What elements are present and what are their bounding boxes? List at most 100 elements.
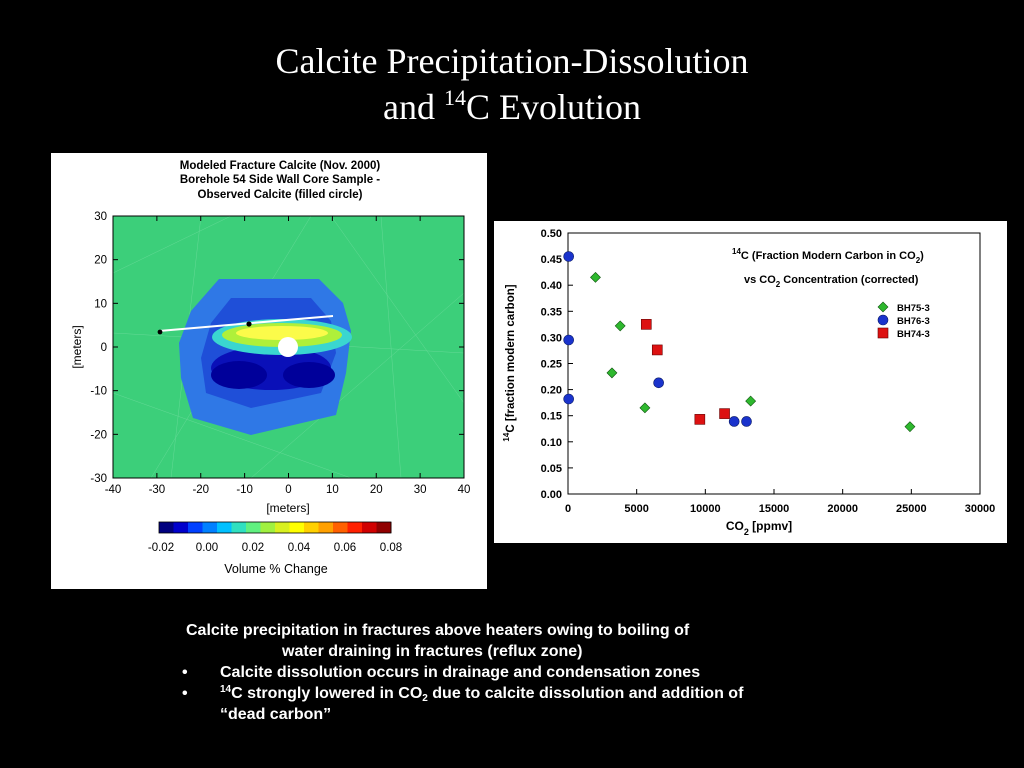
bullet-item-2-sup: 14 bbox=[220, 684, 232, 695]
contour-x-tick-label: -30 bbox=[149, 484, 166, 496]
scatter-x-tick-label: 5000 bbox=[624, 503, 648, 515]
contour-title-3: Observed Calcite (filled circle) bbox=[198, 189, 363, 201]
scatter-y-tick-label: 0.45 bbox=[541, 254, 562, 266]
contour-y-tick-label: -30 bbox=[90, 473, 107, 485]
scatter-point-bh75-3 bbox=[904, 421, 916, 433]
colorbar-ticks: -0.02 0.00 0.02 0.04 0.06 0.08 bbox=[148, 542, 402, 554]
scatter-ylabel-sup: 14 bbox=[502, 432, 511, 441]
contour-plot: Modeled Fracture Calcite (Nov. 2000) Bor… bbox=[70, 160, 470, 576]
scatter-point-bh75-3 bbox=[590, 271, 601, 283]
scatter-xlabel: CO2 [ppmv] bbox=[726, 519, 792, 537]
colorbar-swatch bbox=[362, 522, 377, 533]
colorbar-label: Volume % Change bbox=[224, 562, 328, 576]
title-evolution: C Evolution bbox=[465, 87, 641, 127]
scatter-ylabel-main: C [fraction modern carbon] bbox=[505, 284, 517, 432]
dissolution-core-left bbox=[211, 361, 267, 389]
scatter-point-bh76-3 bbox=[728, 416, 740, 427]
colorbar-swatch bbox=[217, 522, 232, 533]
scatter-y-tick-label: 0.00 bbox=[541, 489, 562, 501]
colorbar-swatch bbox=[318, 522, 334, 533]
contour-y-tick-label: -20 bbox=[90, 429, 107, 441]
scatter-x-tick-label: 30000 bbox=[965, 503, 996, 515]
title-line-2: and 14C Evolution bbox=[0, 84, 1024, 130]
scatter-y-tick-label: 0.05 bbox=[541, 463, 562, 475]
scatter-title-sup: 14 bbox=[732, 247, 741, 256]
contour-x-tick-label: 0 bbox=[285, 484, 291, 496]
scatter-point-bh75-3 bbox=[606, 367, 618, 379]
scatter-point-bh74-3 bbox=[651, 344, 663, 356]
bullet-dot: • bbox=[182, 664, 188, 681]
bullet-dot: • bbox=[182, 685, 188, 702]
contour-ylabel: [meters] bbox=[70, 325, 84, 368]
contour-y-tick-label: 0 bbox=[101, 342, 107, 354]
legend-marker-bh75-3 bbox=[877, 301, 889, 313]
bullet-list: Calcite precipitation in fractures above… bbox=[170, 620, 890, 725]
heater-drift bbox=[278, 337, 298, 357]
colorbar-swatch bbox=[159, 522, 174, 533]
scatter-y-tick-label: 0.50 bbox=[541, 228, 562, 240]
colorbar-swatch bbox=[173, 522, 189, 533]
scatter-title2-end: Concentration (corrected) bbox=[780, 274, 918, 286]
colorbar-swatch bbox=[231, 522, 247, 533]
bullet-item-2-sub: 2 bbox=[422, 693, 428, 704]
scatter-y-tick-label: 0.20 bbox=[541, 385, 562, 397]
scatter-y-tick-label: 0.10 bbox=[541, 437, 562, 449]
colorbar-swatch bbox=[275, 522, 290, 533]
legend-label-bh76-3: BH76-3 bbox=[897, 316, 930, 327]
contour-title-1: Modeled Fracture Calcite (Nov. 2000) bbox=[180, 160, 381, 172]
contour-y-tick-label: 30 bbox=[94, 211, 107, 223]
scatter-xlabel-end: [ppmv] bbox=[749, 519, 792, 533]
colorbar-swatch bbox=[347, 522, 363, 533]
contour-x-tick-label: -10 bbox=[236, 484, 253, 496]
scatter-x-tick-label: 15000 bbox=[759, 503, 790, 515]
contour-y-tick-label: -10 bbox=[90, 386, 107, 398]
scatter-chart: 0 5000 10000 15000 20000 25000 30000 0.00 0.05 0.… bbox=[502, 228, 996, 537]
colorbar bbox=[158, 521, 392, 534]
scatter-x-tick-label: 20000 bbox=[827, 503, 858, 515]
contour-y-tick-label: 10 bbox=[94, 298, 107, 310]
scatter-title2-sub: 2 bbox=[776, 280, 781, 289]
bullet-item-2-text-a: C strongly lowered in CO bbox=[231, 685, 423, 702]
scatter-x-tick-label: 10000 bbox=[690, 503, 721, 515]
scatter-y-tick-label: 0.25 bbox=[541, 359, 562, 371]
scatter-title-main: C (Fraction Modern Carbon in CO bbox=[741, 250, 916, 262]
colorbar-tick-label: 0.04 bbox=[288, 542, 311, 554]
contour-x-tick-label: 30 bbox=[414, 484, 427, 496]
borehole-line bbox=[158, 315, 334, 332]
legend-label-bh74-3: BH74-3 bbox=[897, 329, 930, 340]
scatter-title-sub: 2 bbox=[916, 256, 921, 265]
scatter-x-tick-label: 0 bbox=[565, 503, 571, 515]
colorbar-swatch bbox=[289, 522, 305, 533]
colorbar-swatch bbox=[202, 522, 218, 533]
bullet-item-2: • 14C strongly lowered in CO2 due to calc… bbox=[170, 683, 890, 704]
legend-marker-bh76-3 bbox=[877, 314, 889, 326]
contour-xlabel: [meters] bbox=[266, 501, 309, 515]
scatter-y-tick-label: 0.35 bbox=[541, 306, 562, 318]
legend-label-bh75-3: BH75-3 bbox=[897, 303, 930, 314]
dissolution-core-right bbox=[283, 362, 335, 388]
scatter-point-bh76-3 bbox=[653, 377, 664, 389]
scatter-title-1: 14C (Fraction Modern Carbon in CO2) bbox=[732, 247, 924, 265]
colorbar-swatch bbox=[304, 522, 319, 533]
scatter-points bbox=[563, 251, 916, 433]
title-and: and bbox=[383, 87, 444, 127]
colorbar-swatch bbox=[246, 522, 261, 533]
colorbar-tick-label: 0.02 bbox=[242, 542, 264, 554]
precipitation-core bbox=[236, 326, 328, 340]
contour-plot-panel: Modeled Fracture Calcite (Nov. 2000) Bor… bbox=[51, 153, 487, 589]
scatter-point-bh75-3 bbox=[639, 402, 651, 414]
intro-line-2: water draining in fractures (reflux zone… bbox=[282, 643, 583, 660]
colorbar-tick-label: -0.02 bbox=[148, 542, 174, 554]
colorbar-tick-label: 0.06 bbox=[334, 542, 356, 554]
colorbar-swatch bbox=[333, 522, 348, 533]
contour-x-tick-label: 10 bbox=[326, 484, 339, 496]
contour-x-tick-label: 20 bbox=[370, 484, 383, 496]
scatter-title2-main: vs CO bbox=[744, 274, 776, 286]
bullet-item-2-continued: “dead carbon” bbox=[220, 706, 332, 723]
title-line-1: Calcite Precipitation-Dissolution bbox=[275, 41, 749, 81]
scatter-y-tick-label: 0.40 bbox=[541, 280, 562, 292]
legend-marker-bh74-3 bbox=[877, 327, 889, 339]
scatter-point-bh75-3 bbox=[745, 395, 757, 407]
colorbar-swatch bbox=[376, 522, 392, 533]
